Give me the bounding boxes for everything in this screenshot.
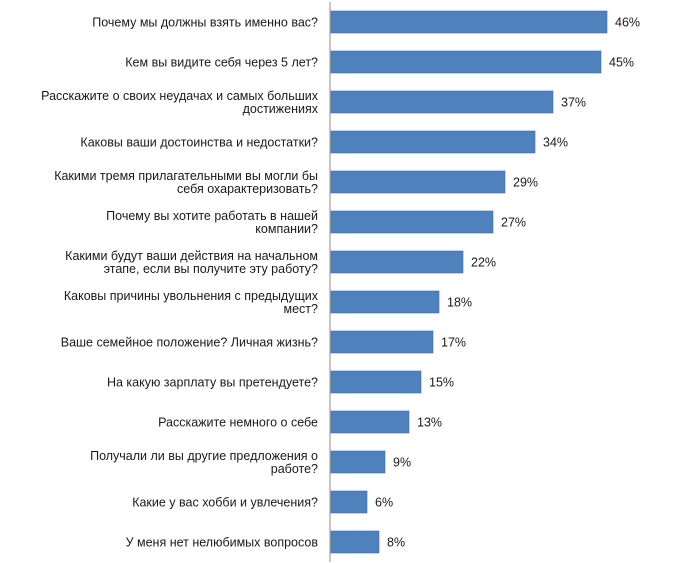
bar [330, 130, 536, 154]
value-label: 22% [471, 256, 496, 270]
bar [330, 290, 440, 314]
category-label-line: компании? [255, 222, 318, 236]
value-label: 17% [441, 336, 466, 350]
value-labels-group: 46% 45% 37% 34% 29% 27% 22% 18% 17% 15% 13% 9% 6% 8% [375, 16, 640, 550]
category-label-line: Каковы ваши достоинства и недостатки? [80, 136, 318, 150]
bar [330, 450, 386, 474]
category-label-line: себя охарактеризовать? [177, 182, 318, 196]
bar [330, 50, 602, 74]
category-label-line: На какую зарплату вы претендуете? [107, 376, 318, 390]
bar [330, 530, 380, 554]
category-label-line: Кем вы видите себя через 5 лет? [125, 56, 318, 70]
category-label: Какие у вас хобби и увлечения? [132, 496, 318, 510]
category-label-line: Ваше семейное положение? Личная жизнь? [61, 336, 318, 350]
value-label: 13% [417, 416, 442, 430]
value-label: 46% [615, 16, 640, 30]
category-label: Расскажите немного о себе [158, 416, 318, 430]
category-label: На какую зарплату вы претендуете? [107, 376, 318, 390]
bar [330, 250, 464, 274]
value-label: 18% [447, 296, 472, 310]
bar [330, 490, 368, 514]
value-label: 45% [609, 56, 634, 70]
bar [330, 210, 494, 234]
category-label: Какими будут ваши действия на начальном э… [65, 249, 318, 276]
category-label: У меня нет нелюбимых вопросов [126, 536, 319, 550]
value-label: 37% [561, 96, 586, 110]
category-label: Каковы ваши достоинства и недостатки? [80, 136, 318, 150]
category-label-line: Какими тремя прилагательными вы могли бы [54, 169, 318, 183]
category-labels-group: Почему мы должны взять именно вас? Кем вы… [41, 16, 319, 550]
category-label-line: Расскажите о своих неудачах и самых боль… [41, 89, 319, 103]
category-label: Какими тремя прилагательными вы могли бы… [54, 169, 318, 196]
category-label: Кем вы видите себя через 5 лет? [125, 56, 318, 70]
category-label-line: Почему вы хотите работать в нашей [106, 209, 318, 223]
category-label: Расскажите о своих неудачах и самых боль… [41, 89, 319, 116]
category-label-line: Какие у вас хобби и увлечения? [132, 496, 318, 510]
category-label-line: этапе, если вы получите эту работу? [104, 262, 318, 276]
category-label-line: У меня нет нелюбимых вопросов [126, 536, 319, 550]
category-label: Получали ли вы другие предложения о работ… [90, 449, 318, 476]
category-label: Почему вы хотите работать в нашей компани… [106, 209, 318, 236]
category-label-line: Каковы причины увольнения с предыдущих [64, 289, 319, 303]
bar [330, 90, 554, 114]
value-label: 27% [501, 216, 526, 230]
value-label: 15% [429, 376, 454, 390]
category-label-line: достижениях [243, 102, 319, 116]
bar [330, 410, 410, 434]
bars-group [330, 10, 608, 554]
bar [330, 370, 422, 394]
bar [330, 330, 434, 354]
category-label-line: Какими будут ваши действия на начальном [65, 249, 318, 263]
category-label: Почему мы должны взять именно вас? [92, 16, 318, 30]
category-label-line: Расскажите немного о себе [158, 416, 318, 430]
category-label-line: Получали ли вы другие предложения о [90, 449, 318, 463]
value-label: 9% [393, 456, 411, 470]
value-label: 6% [375, 496, 393, 510]
value-label: 29% [513, 176, 538, 190]
category-label-line: мест? [284, 302, 319, 316]
value-label: 8% [387, 536, 405, 550]
bar [330, 170, 506, 194]
category-label-line: Почему мы должны взять именно вас? [92, 16, 318, 30]
category-label: Ваше семейное положение? Личная жизнь? [61, 336, 318, 350]
category-label-line: работе? [271, 462, 318, 476]
value-label: 34% [543, 136, 568, 150]
category-label: Каковы причины увольнения с предыдущих ме… [64, 289, 319, 316]
bar [330, 10, 608, 34]
